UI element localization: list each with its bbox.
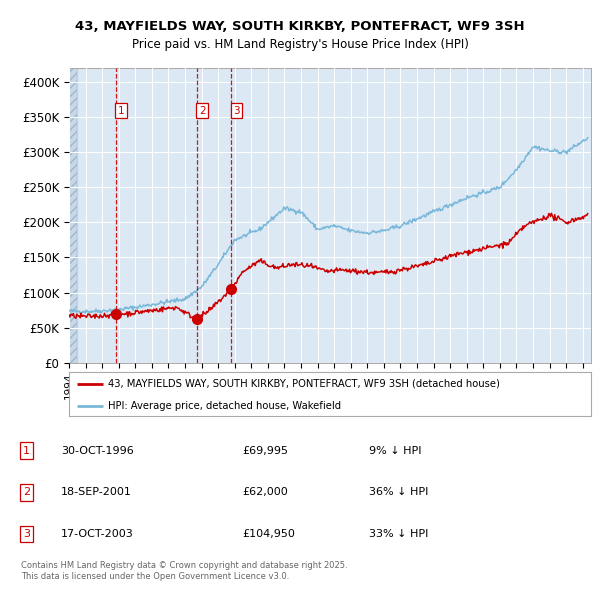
Text: 2: 2 [23, 487, 30, 497]
Text: 17-OCT-2003: 17-OCT-2003 [61, 529, 134, 539]
Text: £104,950: £104,950 [242, 529, 295, 539]
Text: Contains HM Land Registry data © Crown copyright and database right 2025.: Contains HM Land Registry data © Crown c… [21, 560, 347, 569]
Text: 1: 1 [23, 445, 30, 455]
Text: 3: 3 [23, 529, 30, 539]
Text: 30-OCT-1996: 30-OCT-1996 [61, 445, 134, 455]
Text: 43, MAYFIELDS WAY, SOUTH KIRKBY, PONTEFRACT, WF9 3SH (detached house): 43, MAYFIELDS WAY, SOUTH KIRKBY, PONTEFR… [108, 379, 500, 389]
Text: 43, MAYFIELDS WAY, SOUTH KIRKBY, PONTEFRACT, WF9 3SH: 43, MAYFIELDS WAY, SOUTH KIRKBY, PONTEFR… [75, 20, 525, 33]
Bar [69, 68, 77, 363]
Text: Price paid vs. HM Land Registry's House Price Index (HPI): Price paid vs. HM Land Registry's House … [131, 38, 469, 51]
Text: 1: 1 [118, 106, 125, 116]
Text: 3: 3 [233, 106, 240, 116]
Text: This data is licensed under the Open Government Licence v3.0.: This data is licensed under the Open Gov… [21, 572, 289, 581]
Text: 33% ↓ HPI: 33% ↓ HPI [369, 529, 428, 539]
Text: 18-SEP-2001: 18-SEP-2001 [61, 487, 132, 497]
Text: £62,000: £62,000 [242, 487, 288, 497]
Text: 9% ↓ HPI: 9% ↓ HPI [369, 445, 422, 455]
Text: HPI: Average price, detached house, Wakefield: HPI: Average price, detached house, Wake… [108, 401, 341, 411]
Text: 36% ↓ HPI: 36% ↓ HPI [369, 487, 428, 497]
Text: £69,995: £69,995 [242, 445, 289, 455]
Text: 2: 2 [199, 106, 205, 116]
Bar [69, 68, 77, 363]
